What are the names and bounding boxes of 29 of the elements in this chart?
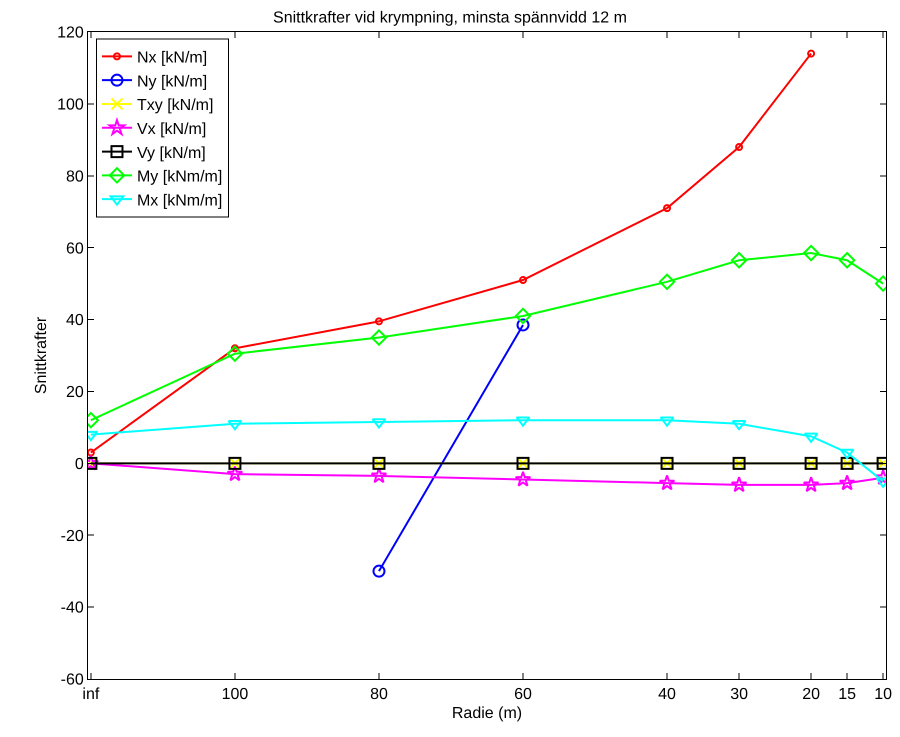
x-tick-label: 20 [802,686,820,704]
x-tick-label: 30 [730,686,748,704]
y-tick-label: -40 [60,600,84,617]
legend-label: Nx [kN/m] [136,50,208,67]
legend-label: Vx [kN/m] [136,121,206,138]
y-axis-title: Snittkrafter [32,316,50,394]
y-tick-label: 120 [57,24,84,42]
x-tick-label: 15 [838,686,856,704]
legend-label: My [kNm/m] [136,168,222,186]
x-tick-label: 100 [222,686,248,704]
x-tick-label: inf [82,686,100,704]
x-tick-label: 60 [514,686,532,704]
y-tick-label: 60 [66,240,84,258]
y-tick-label: 100 [57,96,84,114]
y-tick-label: 20 [66,384,84,402]
chart-title: Snittkrafter vid krympning, minsta spännvidd 12 m [273,9,627,26]
x-tick-label: 80 [370,686,388,704]
y-tick-label: 40 [66,312,84,330]
x-axis-title: Radie (m) [452,704,522,722]
y-tick-label: -60 [60,672,84,689]
x-tick-label: 40 [658,686,676,704]
legend-label: Ny [kN/m] [136,73,208,90]
legend-label: Txy [kN/m] [136,97,214,114]
legend-label: Mx [kNm/m] [136,192,222,210]
legend-label: Vy [kN/m] [136,144,206,162]
y-tick-label: 80 [66,168,84,186]
y-tick-label: -20 [60,528,84,545]
y-tick-label: 0 [74,456,84,473]
x-tick-label: 10 [874,686,892,704]
